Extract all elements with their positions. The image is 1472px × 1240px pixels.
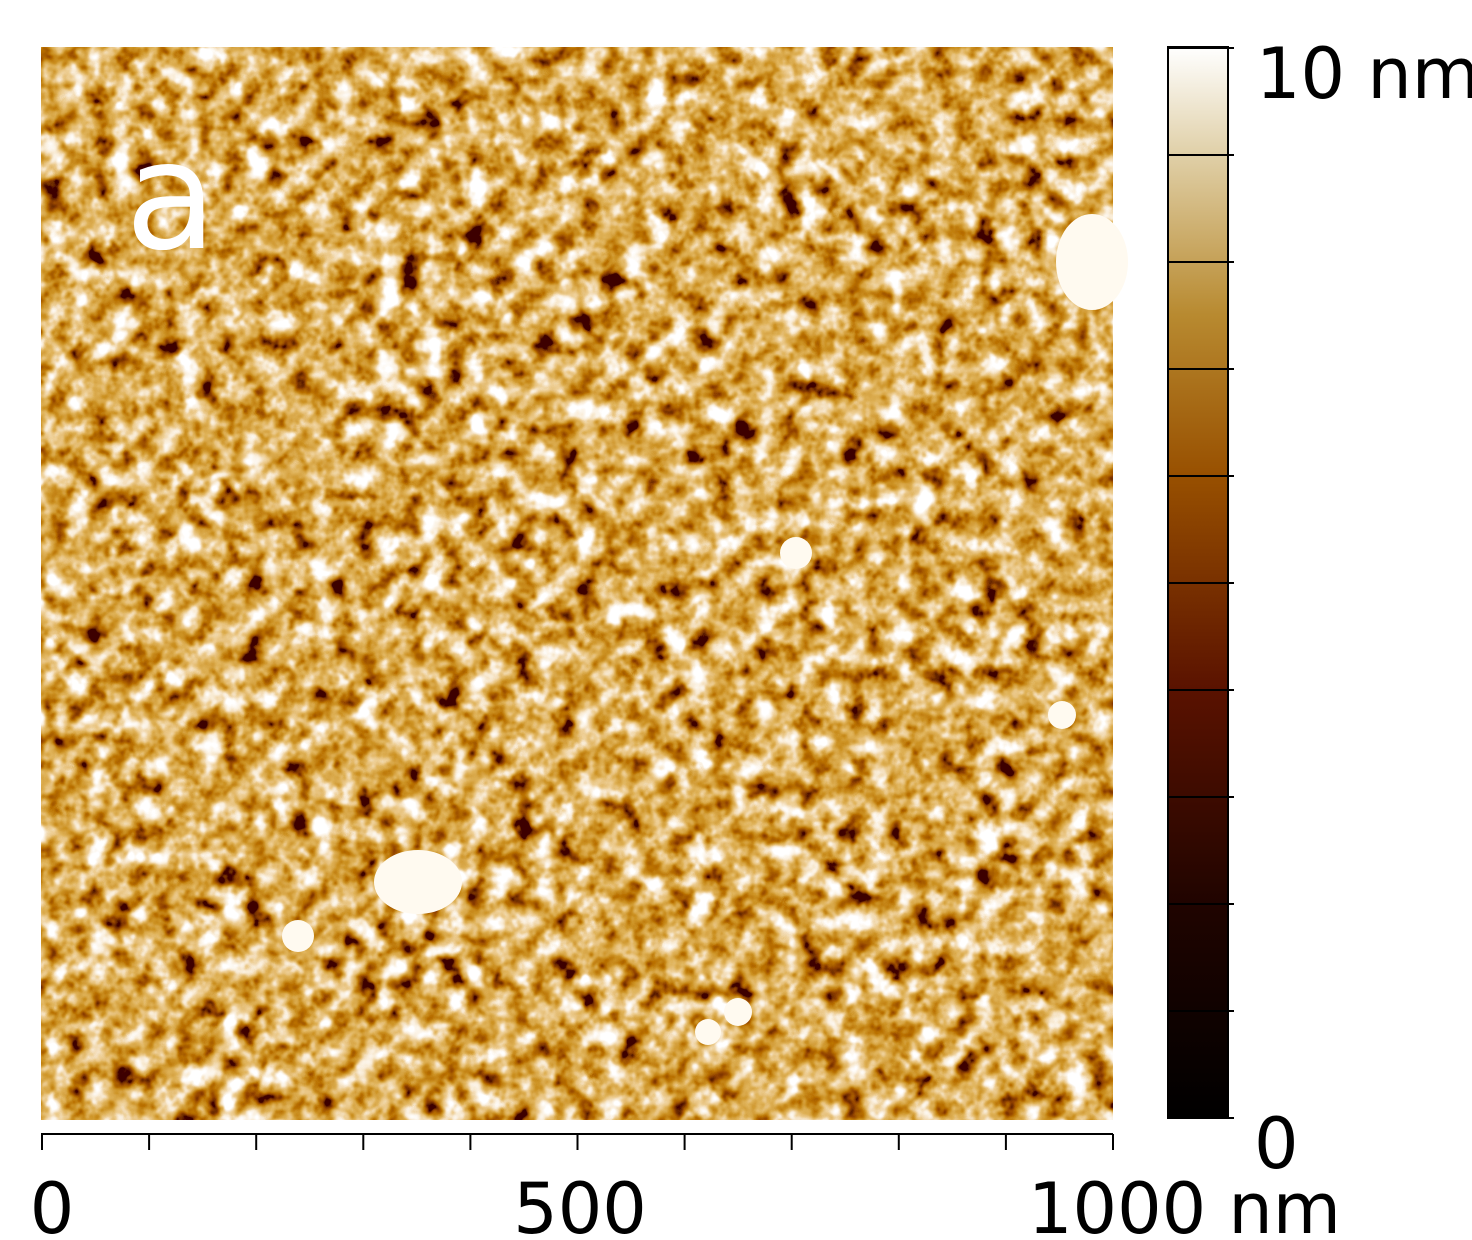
- bright-features: [282, 214, 1128, 1045]
- panel-label: a: [125, 110, 217, 284]
- x-tick-label: 1000 nm: [1028, 1168, 1341, 1240]
- x-tick-label: 500: [513, 1168, 647, 1240]
- x-tick-label: 0: [30, 1168, 75, 1240]
- x-axis-ticks: [41, 1134, 1114, 1150]
- afm-image: [41, 47, 1113, 1120]
- colorbar-max-label: 10 nm: [1256, 33, 1472, 115]
- colorbar-ticks: [1168, 47, 1234, 1119]
- colorbar-min-label: 0: [1254, 1103, 1299, 1185]
